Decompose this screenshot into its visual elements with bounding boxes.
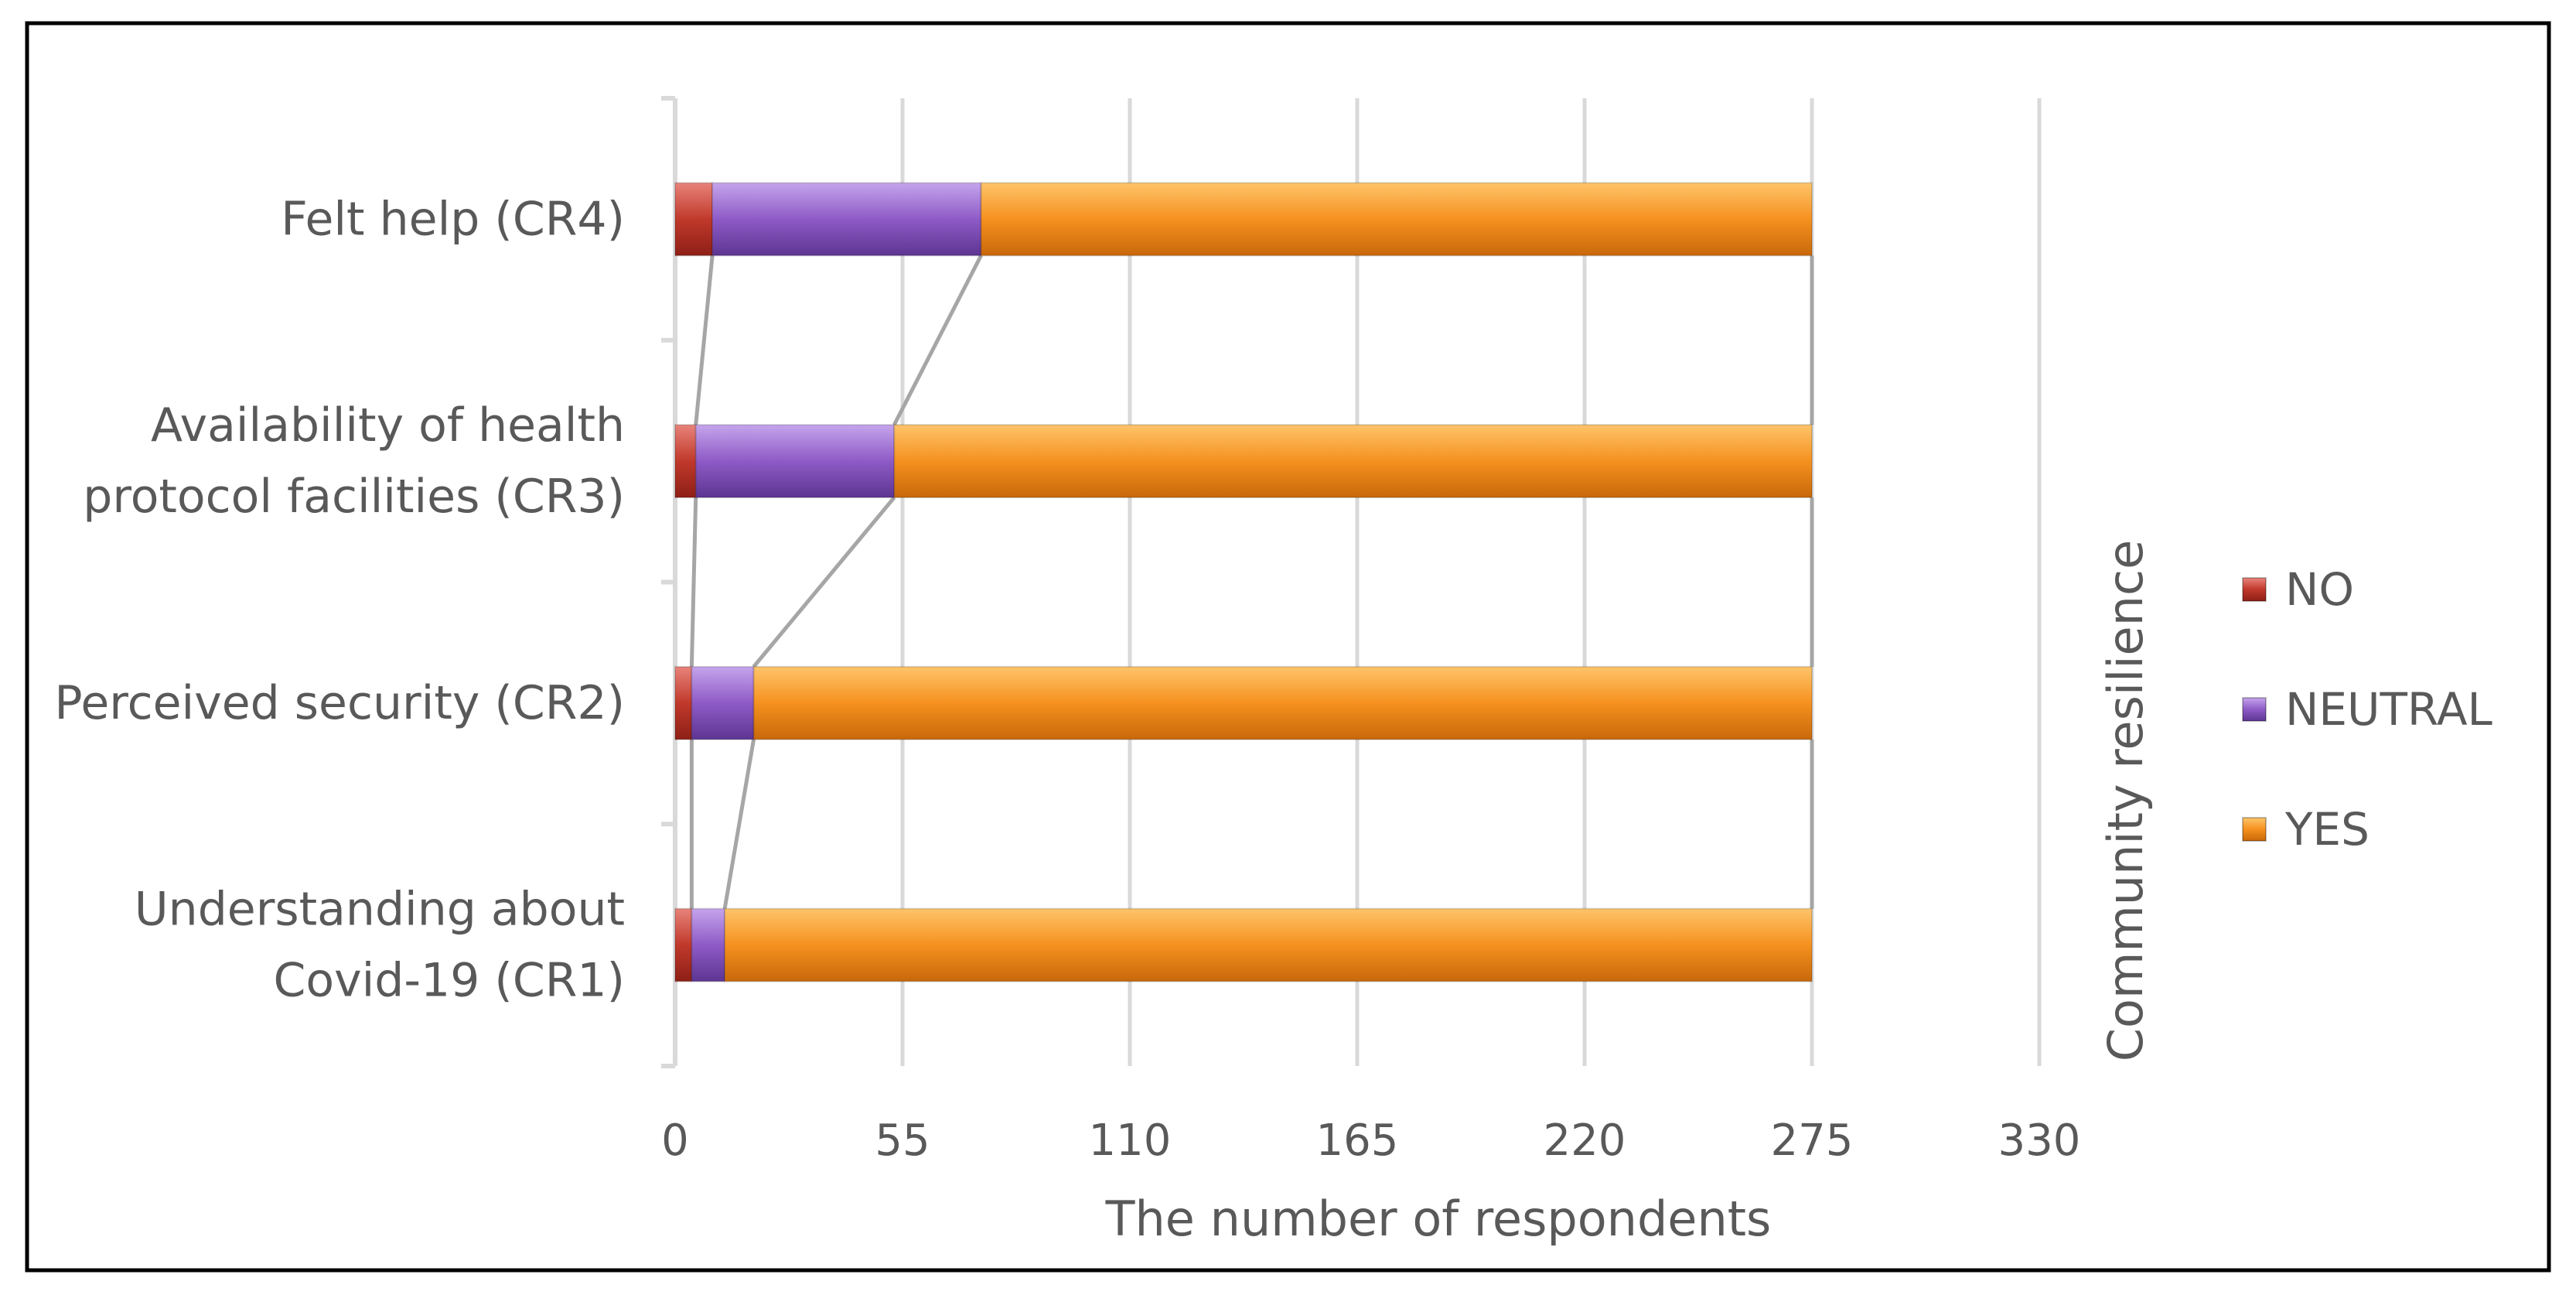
category-label-line: Felt help (CR4)	[281, 192, 625, 246]
legend-swatch-no	[2242, 577, 2267, 602]
x-tick-label-1: 55	[875, 1116, 930, 1166]
x-tick-labels: 0 55 110 165 220 275 330	[661, 1116, 2080, 1166]
category-label-4: Understanding about Covid-19 (CR1)	[135, 883, 625, 1008]
legend-item-no: NO	[2242, 563, 2354, 616]
bar-neutral-3	[691, 665, 755, 740]
legend-item-yes: YES	[2242, 803, 2370, 856]
legend-item-neutral: NEUTRAL	[2242, 683, 2492, 736]
category-label-line: protocol facilities (CR3)	[83, 470, 625, 524]
series-lines	[689, 255, 1814, 910]
series-line-neutral-1	[892, 255, 983, 426]
bar-no-1	[674, 182, 714, 257]
bar-no-4	[674, 907, 693, 982]
category-label-line: Covid-19 (CR1)	[273, 954, 625, 1008]
legend-label-no: NO	[2285, 563, 2354, 616]
bars	[674, 182, 1813, 982]
legend-label-neutral: NEUTRAL	[2285, 683, 2492, 736]
series-line-neutral-3	[722, 739, 756, 910]
x-tick-label-2: 110	[1089, 1116, 1172, 1166]
x-tick-label-5: 275	[1771, 1116, 1854, 1166]
series-line-no-2	[689, 497, 698, 667]
series-line-neutral-2	[752, 496, 896, 668]
legend-swatch-neutral	[2242, 697, 2267, 722]
category-labels: Felt help (CR4) Availability of health pro…	[54, 192, 625, 1007]
category-label-line: Understanding about	[135, 883, 625, 937]
bar-yes-2	[893, 424, 1813, 499]
x-tick-label-0: 0	[661, 1116, 689, 1166]
category-label-3: Perceived security (CR2)	[54, 676, 625, 730]
side-label: Community resilience	[2097, 540, 2154, 1061]
category-axis	[661, 96, 677, 1068]
series-line-no-1	[694, 255, 715, 425]
x-tick-label-3: 165	[1316, 1116, 1399, 1166]
category-label-line: Availability of health	[151, 398, 625, 453]
bar-no-2	[674, 424, 697, 499]
x-axis-title: The number of respondents	[1105, 1191, 1772, 1247]
category-label-2: Availability of health protocol facilitie…	[83, 398, 625, 524]
legend-swatch-yes	[2242, 817, 2267, 842]
category-label-1: Felt help (CR4)	[281, 192, 625, 246]
legend-label-yes: YES	[2284, 803, 2370, 856]
x-tick-label-4: 220	[1544, 1116, 1626, 1166]
bar-yes-1	[980, 182, 1813, 257]
legend: NO NEUTRAL YES	[2242, 563, 2492, 856]
bar-yes-4	[724, 907, 1813, 982]
bar-neutral-4	[691, 907, 726, 982]
bar-yes-3	[752, 665, 1813, 740]
bar-no-3	[674, 665, 693, 740]
category-label-line: Perceived security (CR2)	[54, 676, 625, 730]
x-tick-label-6: 330	[1998, 1116, 2081, 1166]
chart-frame	[25, 21, 2551, 1273]
bar-neutral-2	[694, 424, 896, 499]
bar-neutral-1	[711, 182, 982, 257]
